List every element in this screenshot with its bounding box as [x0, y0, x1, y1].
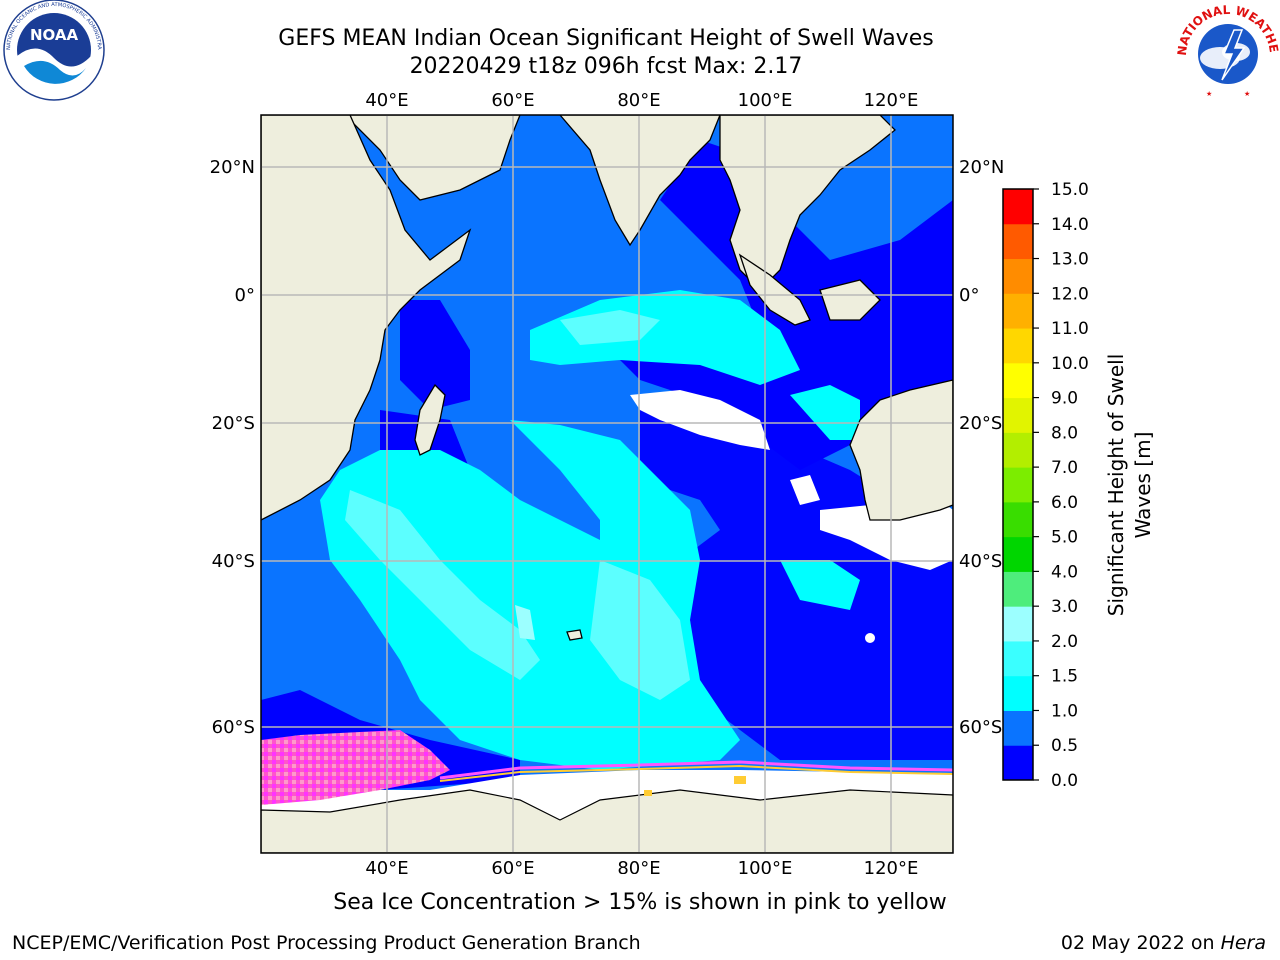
colorbar-ticks [1033, 188, 1039, 781]
lat-tick-left: 20°N [210, 157, 255, 178]
lat-tick-left: 20°S [212, 413, 255, 434]
colorbar-segment [1003, 223, 1033, 260]
chart-subtitle: 20220429 t18z 096h fcst Max: 2.17 [409, 54, 803, 79]
lat-tick-left: 0° [235, 285, 255, 306]
lat-tick-left: 40°S [212, 551, 255, 572]
footer-date-text: 02 May 2022 on [1060, 932, 1221, 954]
colorbar-segment [1003, 571, 1033, 607]
lat-tick-left: 60°S [212, 717, 255, 738]
colorbar-segments [1003, 189, 1033, 781]
colorbar-segment [1003, 397, 1033, 433]
sea-ice-caption: Sea Ice Concentration > 15% is shown in … [333, 890, 947, 915]
lat-tick-right: 20°S [959, 413, 1002, 434]
colorbar-tick-label: 1.0 [1051, 701, 1078, 721]
colorbar-segment [1003, 432, 1033, 468]
nws-logo: NATIONAL WEATHER SERVICE ★ ★ [1176, 0, 1280, 99]
colorbar-tick-label: 11.0 [1051, 319, 1089, 339]
colorbar-segment [1003, 745, 1033, 781]
lon-tick-top: 40°E [365, 90, 408, 111]
footer-credit: NCEP/EMC/Verification Post Processing Pr… [12, 932, 641, 954]
colorbar-segment [1003, 675, 1033, 711]
colorbar-tick-labels: 0.0 0.5 1.0 1.5 2.0 3.0 4.0 5.0 6.0 7.0 8.0 9.0 10.0… [1051, 180, 1089, 791]
sea-ice-high-concentration [261, 730, 450, 805]
svg-text:★: ★ [1206, 90, 1212, 98]
footer-date: 02 May 2022 on Hera [1061, 932, 1266, 954]
colorbar-segment [1003, 710, 1033, 746]
colorbar-tick-label: 6.0 [1051, 493, 1078, 513]
chart-title: GEFS MEAN Indian Ocean Significant Heigh… [278, 26, 934, 51]
colorbar-segment [1003, 189, 1033, 225]
lon-tick-top: 120°E [864, 90, 919, 111]
antarctica [261, 789, 953, 853]
colorbar-segment [1003, 536, 1033, 572]
colorbar: 0.0 0.5 1.0 1.5 2.0 3.0 4.0 5.0 6.0 7.0 8.0 9.0 10.0… [1002, 180, 1155, 791]
colorbar-segment [1003, 501, 1033, 538]
colorbar-tick-label: 3.0 [1051, 597, 1078, 617]
colorbar-tick-label: 8.0 [1051, 423, 1078, 443]
colorbar-segment [1003, 258, 1033, 294]
lon-tick-bottom: 120°E [864, 858, 919, 874]
colorbar-label-line1: Significant Height of Swell [1104, 354, 1128, 616]
colorbar-segment [1003, 362, 1033, 399]
colorbar-segment [1003, 606, 1033, 642]
lon-tick-bottom: 60°E [491, 858, 534, 874]
colorbar-tick-label: 14.0 [1051, 215, 1089, 235]
lon-tick-bottom: 100°E [738, 858, 793, 874]
svg-text:★: ★ [1244, 90, 1250, 98]
colorbar-tick-label: 13.0 [1051, 250, 1089, 270]
lon-tick-bottom: 40°E [365, 858, 408, 874]
swell-height-map: 40°E 60°E 80°E 100°E 120°E 40°E 60°E 80°… [210, 90, 1005, 874]
colorbar-tick-label: 0.0 [1051, 771, 1078, 791]
colorbar-label-line2: Waves [m] [1131, 432, 1155, 539]
noaa-logo: NOAA NATIONAL OCEANIC AND ATMOSPHERIC AD… [2, 0, 105, 101]
swell-2.0-3.0-areas [515, 605, 535, 640]
colorbar-tick-label: 10.0 [1051, 354, 1089, 374]
swell-1.5-2.0-areas [345, 310, 690, 700]
colorbar-tick-label: 7.0 [1051, 458, 1078, 478]
colorbar-tick-label: 12.0 [1051, 284, 1089, 304]
colorbar-tick-label: 4.0 [1051, 562, 1078, 582]
footer-machine: Hera [1220, 932, 1266, 954]
colorbar-segment [1003, 467, 1033, 503]
lon-tick-bottom: 80°E [617, 858, 660, 874]
colorbar-tick-label: 0.5 [1051, 736, 1078, 756]
colorbar-segment [1003, 293, 1033, 329]
no-data-patches [630, 390, 953, 643]
colorbar-tick-label: 15.0 [1051, 180, 1089, 200]
lon-tick-top: 100°E [738, 90, 793, 111]
lon-tick-top: 80°E [617, 90, 660, 111]
noaa-logo-text: NOAA [30, 26, 79, 44]
lat-tick-right: 40°S [959, 551, 1002, 572]
lat-tick-right: 20°N [959, 157, 1004, 178]
lon-tick-top: 60°E [491, 90, 534, 111]
lat-tick-right: 60°S [959, 717, 1002, 738]
colorbar-segment [1003, 640, 1033, 677]
colorbar-tick-label: 1.5 [1051, 667, 1078, 687]
colorbar-segment [1003, 328, 1033, 364]
land-masses [261, 115, 953, 641]
map-frame [260, 114, 954, 854]
colorbar-frame [1002, 188, 1034, 781]
colorbar-tick-label: 9.0 [1051, 389, 1078, 409]
colorbar-tick-label: 5.0 [1051, 528, 1078, 548]
graticule [261, 115, 953, 853]
colorbar-tick-label: 2.0 [1051, 632, 1078, 652]
lat-tick-right: 0° [959, 285, 979, 306]
